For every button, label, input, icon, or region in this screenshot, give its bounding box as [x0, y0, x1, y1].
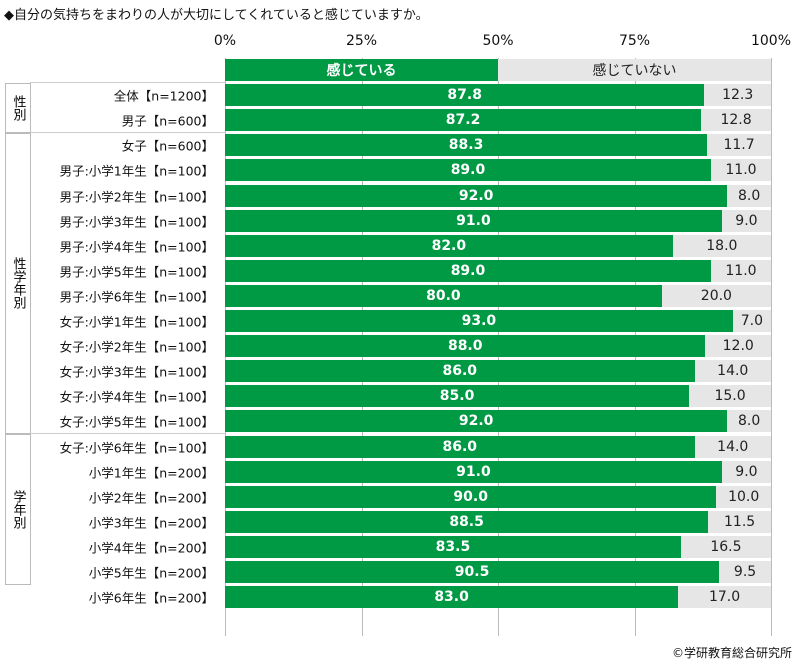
bar-no: 16.5 [680, 535, 771, 558]
category-label: 小学3年生【n=200】 [88, 515, 214, 531]
bar-no: 7.0 [732, 310, 771, 332]
bar-no: 12.8 [701, 109, 771, 132]
bar-no: 14.0 [694, 435, 771, 458]
group-separator [30, 81, 225, 83]
bar-no: 11.0 [710, 259, 771, 282]
bar-yes: 88.5 [225, 510, 709, 533]
bar-yes: 89.0 [225, 159, 711, 182]
group-label: 性別 [5, 82, 31, 133]
bar-yes: 87.2 [225, 109, 702, 132]
category-label: 小学6年生【n=200】 [88, 590, 214, 606]
bar-yes: 80.0 [225, 284, 662, 307]
bar-yes: 90.0 [225, 485, 717, 508]
bar-no: 9.0 [721, 209, 771, 232]
category-label: 男子:小学2年生【n=100】 [59, 189, 214, 204]
x-tick-label: 25% [345, 33, 378, 49]
category-label: 男子【n=600】 [121, 113, 214, 129]
category-label: 小学4年生【n=200】 [88, 540, 214, 556]
bar-yes: 83.0 [225, 586, 679, 609]
bar-yes: 91.0 [225, 209, 722, 232]
bar-no: 11.5 [708, 510, 771, 533]
group-separator [30, 433, 225, 434]
category-label: 男子:小学6年生【n=100】 [59, 289, 214, 305]
category-label: 女子:小学4年生【n=100】 [59, 389, 214, 405]
category-label: 女子【n=600】 [121, 138, 214, 154]
bar-no: 8.0 [727, 410, 771, 433]
bar-yes: 92.0 [225, 410, 728, 433]
bar-yes: 88.3 [225, 134, 708, 157]
category-label: 女子:小学6年生【n=100】 [59, 440, 214, 455]
bar-no: 11.7 [707, 134, 771, 157]
bar-no: 17.0 [678, 586, 771, 609]
bar-no: 8.0 [727, 184, 771, 207]
bar-yes: 92.0 [225, 184, 728, 207]
group-label: 性学年別 [5, 132, 31, 434]
category-label: 小学5年生【n=200】 [88, 565, 214, 581]
bar-yes: 86.0 [225, 360, 695, 383]
bar-yes: 93.0 [225, 310, 733, 332]
category-label: 女子:小学1年生【n=100】 [59, 314, 214, 330]
bar-yes: 85.0 [225, 385, 690, 408]
category-label: 女子:小学3年生【n=100】 [59, 364, 214, 380]
bar-yes: 90.5 [225, 561, 720, 583]
category-label: 男子:小学3年生【n=100】 [59, 214, 214, 230]
credit: ©学研教育総合研究所 [671, 646, 792, 660]
x-tick-label: 50% [482, 33, 514, 49]
category-label: 男子:小学4年生【n=100】 [59, 239, 214, 255]
category-label: 男子:小学1年生【n=100】 [59, 163, 214, 179]
bar-no: 20.0 [661, 284, 771, 307]
bar-no: 14.0 [694, 360, 771, 383]
bar-yes: 89.0 [225, 259, 711, 282]
bar-yes: 87.8 [225, 84, 705, 107]
gridline [771, 58, 772, 636]
x-tick-label: 100% [750, 33, 792, 49]
x-tick-label: 0% [213, 33, 237, 49]
legend-yes: 感じている [225, 59, 498, 81]
bar-no: 10.0 [716, 485, 771, 508]
bar-no: 18.0 [672, 234, 771, 257]
category-label: 女子:小学5年生【n=100】 [59, 414, 214, 430]
group-label: 学年別 [5, 434, 31, 585]
bar-yes: 83.5 [225, 535, 681, 558]
bar-no: 9.5 [719, 561, 771, 583]
bar-yes: 88.0 [225, 335, 706, 358]
bar-yes: 91.0 [225, 460, 722, 483]
bar-yes: 86.0 [225, 435, 695, 458]
category-label: 小学1年生【n=200】 [88, 465, 214, 481]
category-label: 男子:小学5年生【n=100】 [59, 264, 214, 280]
x-tick-label: 75% [618, 33, 651, 49]
bar-no: 12.3 [704, 84, 771, 107]
bar-no: 9.0 [721, 460, 771, 483]
bar-no: 12.0 [705, 335, 771, 358]
legend-no: 感じていない [498, 59, 771, 81]
category-label: 全体【n=1200】 [113, 88, 214, 104]
category-label: 小学2年生【n=200】 [88, 490, 214, 506]
bar-yes: 82.0 [225, 234, 673, 257]
category-label: 女子:小学2年生【n=100】 [59, 339, 214, 355]
group-separator [30, 131, 225, 133]
chart-title: ◆自分の気持ちをまわりの人が大切にしてくれていると感じていますか。 [4, 8, 429, 23]
bar-no: 15.0 [689, 385, 771, 408]
bar-no: 11.0 [710, 159, 771, 182]
